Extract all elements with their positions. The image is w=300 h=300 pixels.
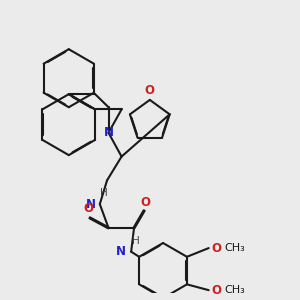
Text: H: H	[133, 236, 140, 247]
Text: N: N	[86, 198, 96, 211]
Text: CH₃: CH₃	[225, 243, 245, 253]
Text: O: O	[83, 202, 93, 215]
Text: H: H	[100, 188, 108, 198]
Text: N: N	[116, 245, 126, 258]
Text: CH₃: CH₃	[225, 285, 245, 295]
Text: O: O	[145, 84, 155, 97]
Text: O: O	[211, 242, 221, 255]
Text: O: O	[141, 196, 151, 209]
Text: O: O	[211, 284, 221, 297]
Text: N: N	[103, 126, 113, 139]
